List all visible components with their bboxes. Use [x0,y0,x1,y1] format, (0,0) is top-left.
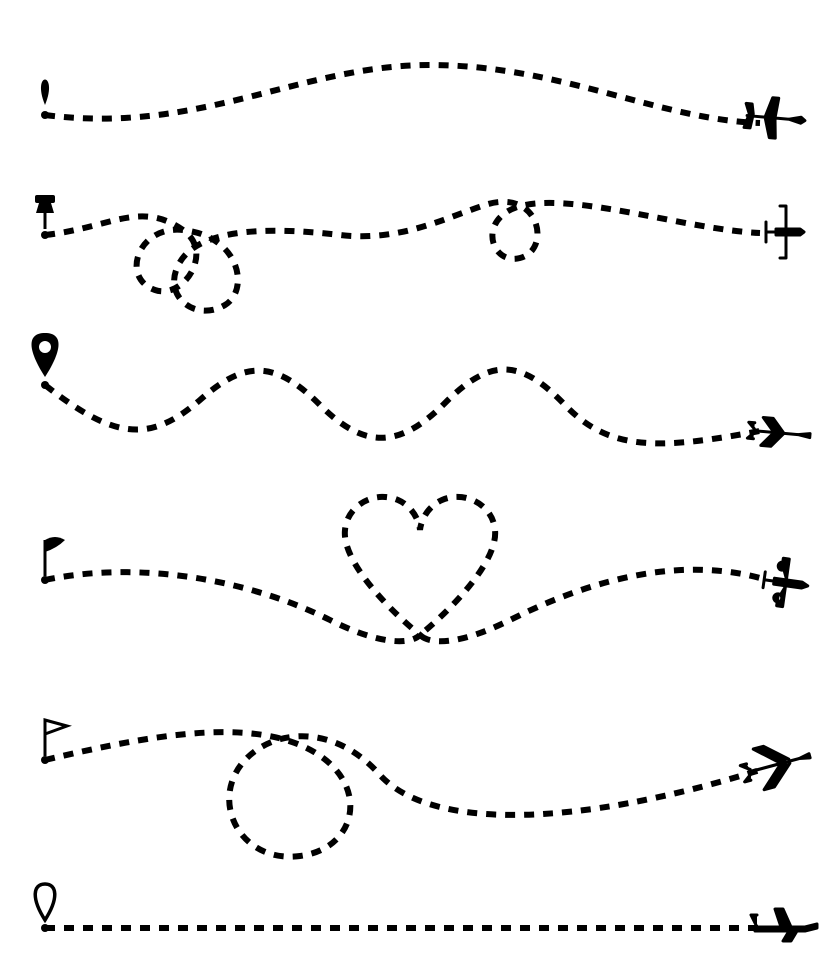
swept-fighter-icon [737,735,815,794]
route-gentle-arc [45,65,760,123]
start-dot [41,381,49,389]
flight-path [45,369,765,443]
balloon-pin-icon [41,80,49,106]
route-wavy [45,369,765,443]
start-dot [41,231,49,239]
route-heart [45,497,760,641]
flight-path [45,732,760,857]
route-double-loop [45,202,760,311]
drop-outline-icon [35,884,55,920]
jet-airliner-icon [743,95,806,140]
airliner-side-icon [751,909,817,941]
push-pin-icon [35,195,55,229]
start-dot [41,111,49,119]
twin-engine-icon [761,556,811,610]
route-spiral [45,732,760,857]
start-dot [41,756,49,764]
flight-path [45,65,760,123]
start-dot [41,576,49,584]
propeller-front-icon [766,206,804,258]
start-dot [41,924,49,932]
flight-path [45,497,760,641]
map-pin-icon [32,333,59,377]
flag-solid-icon [45,537,65,576]
flag-pennant-icon [45,720,67,756]
flight-path [45,202,760,311]
